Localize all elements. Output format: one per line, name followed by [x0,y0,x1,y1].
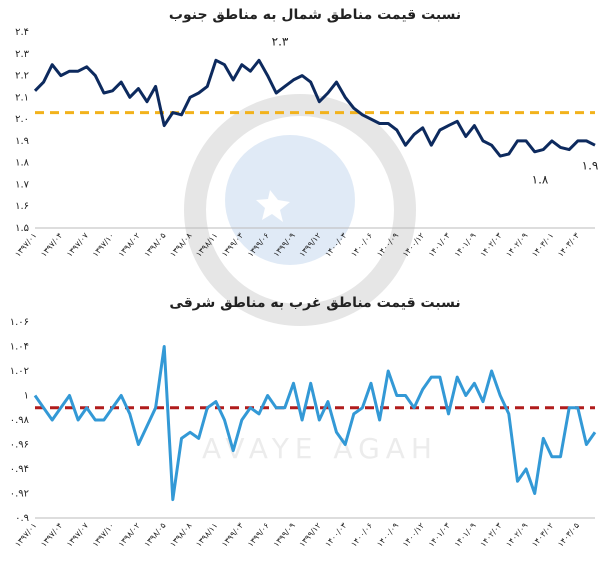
annotation: ۱.۹ [582,159,599,173]
y-tick-label: ۱ [24,391,29,402]
y-tick-label: ۲.۳ [15,49,30,60]
x-tick-label: ۱۳۹۷/۰۴ [39,521,64,549]
x-tick-label: ۱۴۰۳/۰۵ [556,521,581,549]
x-tick-label: ۱۳۹۷/۰۱ [13,231,38,259]
y-tick-label: ۲.۲ [15,71,29,82]
y-tick-label: ۲.۰ [15,114,29,125]
x-tick-label: ۱۳۹۸/۰۲ [117,231,142,259]
x-tick-label: ۱۴۰۳/۰۱ [530,231,555,259]
x-tick-label: ۱۳۹۷/۱۰ [91,231,116,259]
x-tick-label: ۱۴۰۳/۰۲ [530,521,555,549]
x-tick-label: ۱۳۹۹/۰۶ [246,521,271,549]
y-tick-label: ۰.۹۶ [10,440,29,451]
y-tick-label: ۰.۹ [15,513,29,524]
watermark: AVAYE AGAH [184,94,438,465]
x-tick-label: ۱۳۹۸/۰۸ [168,521,194,549]
x-tick-label: ۱۴۰۱/۰۳ [427,521,453,549]
x-tick-label: ۱۴۰۱/۰۳ [427,231,453,259]
x-tick-label: ۱۳۹۸/۱۱ [194,521,219,549]
chart-title: نسبت قیمت مناطق شمال به مناطق جنوب [169,7,461,23]
x-tick-label: ۱۴۰۰/۰۶ [349,521,374,549]
data-line [33,345,597,502]
y-tick-label: ۱.۰۶ [10,317,29,328]
x-tick-label: ۱۳۹۷/۰۴ [39,231,64,259]
y-tick-label: ۱.۵ [15,223,29,234]
x-tick-label: ۱۴۰۲/۰۳ [478,521,504,549]
x-tick-label: ۱۴۰۰/۰۶ [349,231,374,259]
x-tick-label: ۱۳۹۷/۰۷ [65,521,91,549]
y-tick-label: ۱.۰۴ [10,342,29,353]
x-tick-label: ۱۳۹۹/۰۹ [272,521,297,549]
x-tick-label: ۱۳۹۹/۱۲ [298,521,323,549]
y-tick-label: ۰.۹۸ [10,415,30,426]
y-tick-label: ۰.۹۴ [10,464,29,475]
y-tick-label: ۱.۰۲ [10,366,29,377]
x-tick-label: ۱۴۰۰/۰۳ [323,521,349,549]
y-tick-label: ۱.۸ [15,158,30,169]
y-tick-label: ۱.۶ [15,201,29,212]
x-tick-label: ۱۳۹۸/۰۵ [142,521,167,549]
x-tick-label: ۱۴۰۲/۰۹ [504,231,529,259]
chart-title: نسبت قیمت مناطق غرب به مناطق شرقی [169,295,460,311]
x-tick-label: ۱۳۹۷/۰۷ [65,231,91,259]
x-tick-label: ۱۳۹۹/۰۳ [220,231,246,259]
x-tick-label: ۱۴۰۰/۰۹ [375,521,400,549]
data-line [33,58,596,158]
x-tick-label: ۱۳۹۷/۰۱ [13,521,38,549]
y-tick-label: ۲.۱ [15,92,29,103]
y-tick-label: ۰.۹۲ [10,489,29,500]
x-tick-label: ۱۴۰۰/۱۲ [401,521,426,549]
y-tick-label: ۱.۷ [15,179,30,190]
annotation: ۲.۳ [272,35,289,49]
svg-text:AVAYE AGAH: AVAYE AGAH [202,432,438,465]
x-tick-label: ۱۴۰۳/۰۳ [556,231,582,259]
x-tick-label: ۱۳۹۸/۰۵ [142,231,167,259]
x-tick-label: ۱۴۰۲/۰۹ [504,521,529,549]
x-tick-label: ۱۴۰۱/۰۹ [453,231,478,259]
x-tick-label: ۱۴۰۱/۰۹ [453,521,478,549]
y-tick-label: ۲.۴ [15,27,29,38]
x-tick-label: ۱۴۰۲/۰۳ [478,231,504,259]
y-tick-label: ۱.۹ [15,136,29,147]
x-tick-label: ۱۳۹۷/۱۰ [91,521,116,549]
x-tick-label: ۱۳۹۹/۰۳ [220,521,246,549]
annotation: ۱.۸ [532,173,549,187]
x-tick-label: ۱۳۹۸/۰۲ [117,521,142,549]
